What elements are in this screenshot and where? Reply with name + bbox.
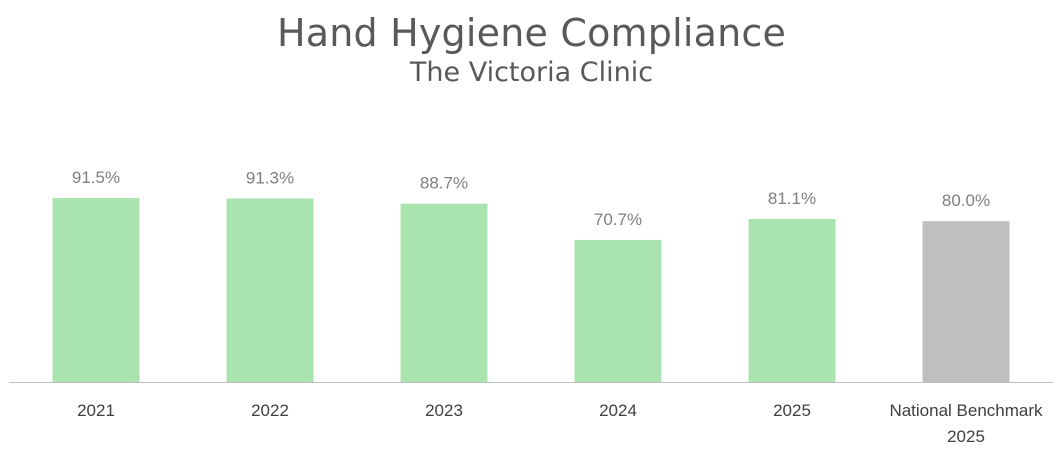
chart-title: Hand Hygiene Compliance (276, 11, 787, 55)
bar (226, 198, 314, 382)
bar (574, 239, 662, 382)
data-label: 81.1% (768, 189, 816, 208)
bar (922, 221, 1010, 382)
data-label: 80.0% (942, 191, 990, 210)
bar (748, 219, 836, 382)
data-label: 88.7% (420, 174, 468, 193)
bar (52, 198, 140, 382)
bar (400, 203, 488, 382)
data-label: 91.3% (246, 169, 294, 188)
x-tick-label: 2023 (425, 401, 463, 420)
x-tick-label: 2025 (947, 427, 985, 446)
data-label: 70.7% (594, 210, 642, 229)
data-label: 91.5% (72, 168, 120, 187)
x-tick-label: 2024 (599, 401, 637, 420)
chart-subtitle: The Victoria Clinic (409, 57, 654, 88)
x-tick-label: 2021 (77, 401, 115, 420)
x-tick-label: National Benchmark (889, 401, 1043, 420)
x-tick-label: 2025 (773, 401, 811, 420)
x-tick-label: 2022 (251, 401, 289, 420)
